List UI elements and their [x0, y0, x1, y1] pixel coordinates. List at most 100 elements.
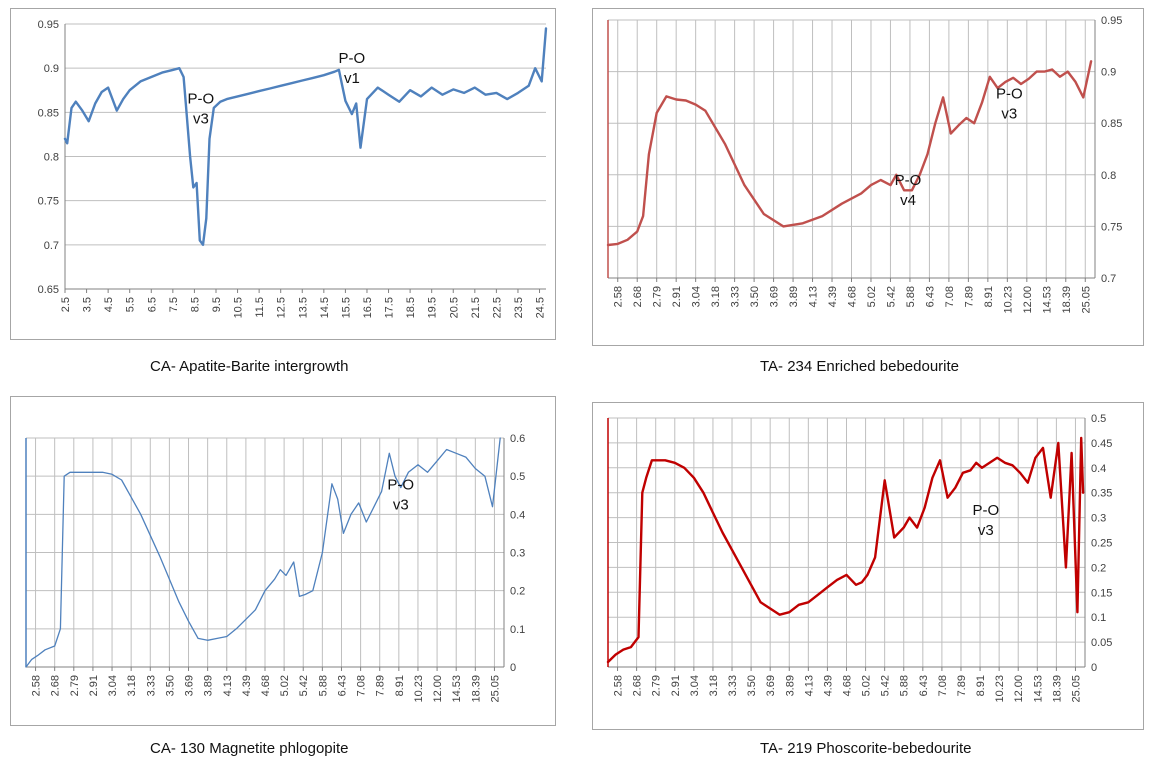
x-tick-label: 14.53 — [1041, 286, 1053, 314]
x-tick-label: 7.5 — [168, 297, 180, 312]
x-tick-label: 3.18 — [126, 675, 138, 696]
annotation-label: P-O — [895, 172, 922, 189]
x-tick-label: 3.18 — [708, 675, 720, 696]
chart-panel-phoscorite-bebedourite: 0 0.05 0.1 0.15 0.2 0.25 0.3 0.35 0.4 0.45 0.5 2.58… — [592, 402, 1144, 730]
x-tick-label: 16.5 — [362, 297, 374, 318]
x-tick-label: 8.91 — [983, 286, 995, 307]
x-tick-label: 2.91 — [88, 675, 100, 696]
x-tick-label: 5.42 — [880, 675, 892, 696]
x-tick-label: 12.5 — [276, 297, 288, 318]
y-tick-label: 0 — [510, 662, 516, 674]
x-tick-label: 6.43 — [918, 675, 930, 696]
x-tick-label: 22.5 — [491, 297, 503, 318]
x-tick-label: 18.39 — [1061, 286, 1073, 314]
chart-frame — [592, 8, 1144, 346]
x-tick-label: 2.58 — [31, 675, 43, 696]
x-tick-label: 2.5 — [60, 297, 72, 312]
x-tick-label: 4.13 — [803, 675, 815, 696]
caption-magnetite-phlogopite: CA- 130 Magnetite phlogopite — [150, 740, 349, 757]
caption-apatite-barite: CA- Apatite-Barite intergrowth — [150, 358, 349, 375]
y-tick-label: 0.05 — [1091, 637, 1112, 649]
x-tick-label: 3.04 — [691, 286, 703, 307]
x-tick-label: 7.08 — [937, 675, 949, 696]
y-tick-label: 0.8 — [44, 152, 59, 164]
y-tick-label: 0.9 — [1101, 67, 1116, 79]
annotation-label: P-O — [339, 50, 366, 67]
x-tick-label: 10.23 — [1002, 286, 1014, 314]
x-tick-label: 8.91 — [975, 675, 987, 696]
x-tick-label: 7.89 — [375, 675, 387, 696]
x-tick-label: 4.68 — [847, 286, 859, 307]
chart-panel-enriched-bebedourite: 0.7 0.75 0.8 0.85 0.9 0.95 2.58 2.68 2.79 2.91 3.0… — [592, 8, 1144, 346]
caption-enriched-bebedourite: TA- 234 Enriched bebedourite — [760, 358, 960, 375]
annotation-sublabel: v3 — [1001, 105, 1017, 122]
x-tick-label: 9.5 — [211, 297, 223, 312]
chart-frame — [592, 402, 1144, 730]
x-tick-label: 5.42 — [298, 675, 310, 696]
x-tick-label: 3.69 — [769, 286, 781, 307]
chart-panel-apatite-barite: 0.65 0.7 0.75 0.8 0.85 0.9 0.95 2.5 3.5 4.5 5.5 6.5… — [10, 8, 556, 340]
x-tick-label: 25.05 — [489, 675, 501, 703]
x-tick-label: 10.23 — [413, 675, 425, 703]
y-tick-label: 0.3 — [510, 548, 525, 560]
y-tick-label: 0.95 — [1101, 15, 1122, 27]
y-tick-label: 0.2 — [1091, 562, 1106, 574]
x-tick-label: 4.68 — [842, 675, 854, 696]
x-tick-label: 3.89 — [784, 675, 796, 696]
x-tick-label: 5.88 — [317, 675, 329, 696]
x-tick-label: 21.5 — [470, 297, 482, 318]
x-tick-label: 8.91 — [394, 675, 406, 696]
x-tick-label: 3.04 — [689, 675, 701, 696]
y-tick-label: 0.7 — [44, 240, 59, 252]
x-tick-label: 4.13 — [222, 675, 234, 696]
x-tick-label: 12.00 — [1013, 675, 1025, 703]
x-tick-label: 14.53 — [451, 675, 463, 703]
y-tick-label: 0.85 — [38, 107, 59, 119]
y-tick-label: 0.75 — [38, 196, 59, 208]
x-tick-label: 5.02 — [279, 675, 291, 696]
x-tick-label: 4.5 — [103, 297, 115, 312]
x-tick-label: 15.5 — [340, 297, 352, 318]
annotation-label: P-O — [972, 502, 999, 519]
y-tick-label: 0.95 — [38, 19, 59, 31]
chart-panel-magnetite-phlogopite: 0 0.1 0.2 0.3 0.4 0.5 0.6 2.58 2.68 2.79 2.91 3.04 3… — [10, 396, 556, 726]
annotation-sublabel: v3 — [393, 497, 409, 514]
annotation-sublabel: v3 — [978, 522, 994, 539]
x-tick-label: 14.53 — [1032, 675, 1044, 703]
x-tick-label: 25.05 — [1070, 675, 1082, 703]
x-tick-label: 4.39 — [822, 675, 834, 696]
x-tick-label: 24.5 — [535, 297, 547, 318]
x-tick-label: 3.50 — [746, 675, 758, 696]
x-tick-label: 3.50 — [164, 675, 176, 696]
x-tick-label: 13.5 — [297, 297, 309, 318]
x-tick-label: 12.00 — [432, 675, 444, 703]
x-tick-label: 10.5 — [233, 297, 245, 318]
x-tick-label: 2.79 — [652, 286, 664, 307]
y-tick-label: 0.35 — [1091, 488, 1112, 500]
x-tick-label: 25.05 — [1080, 286, 1092, 314]
annotation-label: P-O — [188, 91, 215, 108]
x-tick-label: 19.5 — [427, 297, 439, 318]
annotation-sublabel: v1 — [344, 70, 360, 87]
y-tick-label: 0.75 — [1101, 221, 1122, 233]
annotation-sublabel: v3 — [193, 111, 209, 128]
series-line — [63, 27, 548, 247]
x-tick-label: 5.5 — [125, 297, 137, 312]
x-tick-label: 4.39 — [827, 286, 839, 307]
y-tick-label: 0.2 — [510, 586, 525, 598]
x-tick-label: 7.89 — [963, 286, 975, 307]
x-tick-label: 3.89 — [203, 675, 215, 696]
x-tick-label: 5.88 — [905, 286, 917, 307]
x-tick-label: 18.39 — [1051, 675, 1063, 703]
caption-phoscorite-bebedourite: TA- 219 Phoscorite-bebedourite — [760, 740, 972, 757]
chart-frame — [10, 396, 556, 726]
x-tick-label: 3.5 — [82, 297, 94, 312]
x-tick-label: 5.02 — [861, 675, 873, 696]
y-tick-label: 0.25 — [1091, 538, 1112, 550]
x-tick-label: 11.5 — [254, 297, 266, 318]
x-tick-label: 5.42 — [885, 286, 897, 307]
x-tick-label: 3.33 — [730, 286, 742, 307]
x-tick-label: 7.89 — [956, 675, 968, 696]
chart-enriched-bebedourite: 0.7 0.75 0.8 0.85 0.9 0.95 2.58 2.68 2.79 2.91 3.0… — [592, 8, 1144, 346]
y-tick-label: 0.1 — [510, 624, 525, 636]
